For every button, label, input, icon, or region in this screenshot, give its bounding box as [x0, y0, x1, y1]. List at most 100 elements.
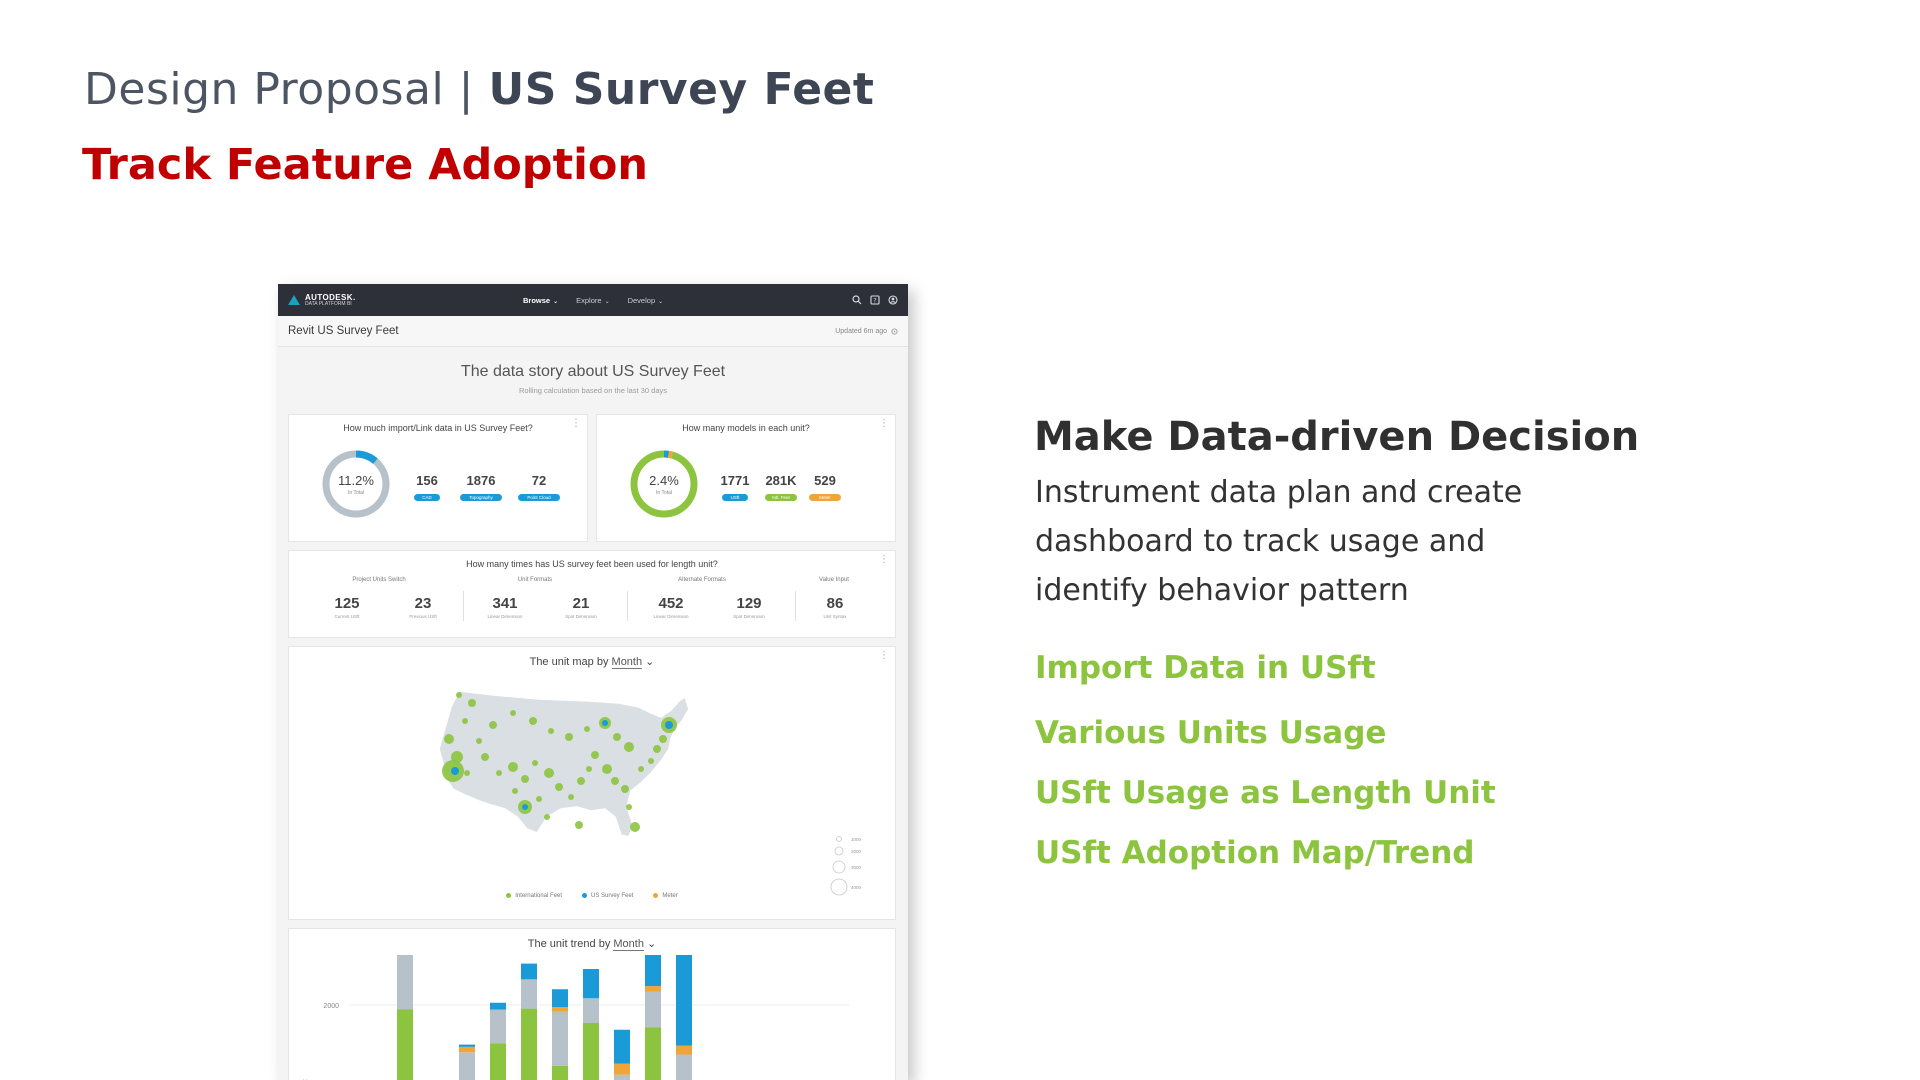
trend-bar-segment [645, 991, 661, 1028]
trend-card: The unit trend by Month ⌄ 2000ID Count [288, 928, 896, 1080]
group-alternate-formats: Alternate Formats [637, 577, 767, 583]
map-bubble [565, 733, 573, 741]
feature-length-unit: USft Usage as Length Unit [1035, 775, 1496, 811]
map-bubble [638, 766, 644, 772]
trend-period-dropdown[interactable]: Month [613, 938, 644, 951]
map-bubble [451, 751, 463, 763]
map-bubble [451, 767, 459, 775]
lu-label: Linear Dimension [653, 614, 689, 619]
divider [627, 591, 628, 621]
group-title: Project Units Switch [352, 577, 406, 583]
lu-value-unit-syntax: 86 Unit Syntax [805, 595, 865, 619]
lu-value-current-usft: 125 Current USft [317, 595, 377, 619]
brand-logo[interactable]: AUTODESK. DATA PLATFORM BI [288, 293, 356, 307]
map-bubble [568, 794, 574, 800]
more-options-icon[interactable]: ⋮ [571, 418, 581, 429]
trend-card-title: The unit trend by Month ⌄ [289, 937, 895, 951]
trend-bar-segment [552, 1065, 568, 1080]
size-legend-label: 1000 [851, 837, 862, 842]
import-metric-value: 72 [531, 473, 547, 488]
models-metric-value: 1771 [720, 473, 750, 488]
chevron-down-icon[interactable]: ⌄ [642, 656, 655, 668]
legend-item: International Feet [506, 892, 562, 899]
nav-explore[interactable]: Explore ⌄ [576, 296, 609, 305]
help-icon[interactable]: ? [870, 295, 880, 305]
chevron-down-icon[interactable]: ⌄ [643, 938, 657, 950]
import-metric-pill: Topography [460, 494, 502, 501]
size-legend-bubble [836, 836, 842, 842]
map-bubble [496, 770, 502, 776]
legend-label: International Feet [515, 893, 562, 899]
models-metric-pill: Intl. Feet [765, 494, 797, 501]
map-bubble [659, 735, 667, 743]
legend-item: Meter [653, 892, 678, 899]
map-bubble [476, 738, 482, 744]
map-bubble [621, 785, 629, 793]
nav-browse[interactable]: Browse ⌄ [523, 296, 558, 305]
trend-title-prefix: The unit trend by [527, 938, 614, 950]
trend-bar-segment [521, 1008, 537, 1080]
story-subtitle: Rolling calculation based on the last 30… [518, 386, 667, 395]
map-period-dropdown[interactable]: Month [611, 656, 643, 669]
feature-units-usage: Various Units Usage [1035, 715, 1387, 751]
nav-develop[interactable]: Develop ⌄ [628, 296, 664, 305]
lu-value-spot-dimension: 21 Spot Dimension [551, 595, 611, 619]
map-card: The unit map by Month ⌄ ⋮ 1000 2000 3000 40… [288, 646, 896, 920]
svg-text:?: ? [873, 297, 876, 305]
map-bubble [532, 760, 538, 766]
refresh-icon[interactable] [891, 327, 898, 335]
lu-value: 129 [736, 595, 762, 612]
group-project-units-switch: Project Units Switch [319, 577, 439, 583]
more-options-icon[interactable]: ⋮ [879, 650, 889, 661]
map-bubble [602, 720, 608, 726]
slide-title-regular: Design Proposal | [84, 64, 489, 115]
group-unit-formats: Unit Formats [475, 577, 595, 583]
lu-value: 341 [492, 595, 518, 612]
donut-segment [630, 450, 698, 518]
map-bubble [648, 758, 654, 764]
models-metric-usft: 1771 USft [711, 473, 759, 506]
models-card-title: How many models in each unit? [682, 423, 810, 433]
search-icon[interactable] [852, 295, 862, 305]
import-metric-value: 156 [416, 473, 438, 488]
map-bubble [555, 783, 563, 791]
map-bubble [444, 734, 454, 744]
lu-label: Previous USft [409, 614, 437, 619]
legend-swatch [506, 892, 512, 898]
more-options-icon[interactable]: ⋮ [879, 418, 889, 429]
trend-bar-segment [645, 986, 661, 992]
map-bubble [548, 728, 554, 734]
lu-value: 86 [826, 595, 844, 612]
models-card: How many models in each unit? ⋮ 2.4% In … [596, 414, 896, 542]
trend-bar-segment [459, 1052, 475, 1080]
models-metric-pill: Meter [809, 494, 841, 501]
legend-item: US Survey Feet [582, 892, 633, 899]
trend-bar-segment [614, 1074, 630, 1080]
more-options-icon[interactable]: ⋮ [879, 554, 889, 565]
trend-bar-segment [645, 955, 661, 987]
updated-status: Updated 6m ago [835, 328, 898, 335]
group-title: Unit Formats [517, 577, 553, 583]
slide-title-bold: US Survey Feet [488, 64, 875, 115]
map-bubble [626, 804, 632, 810]
trend-bar-segment [459, 1046, 475, 1053]
models-donut-pct: 2.4% [649, 472, 679, 488]
lu-label: Current USft [334, 614, 360, 619]
map-bubble [462, 718, 468, 724]
trend-bar-segment [490, 1043, 506, 1080]
models-donut-chart [630, 450, 698, 518]
nav-explore-label: Explore [576, 295, 602, 305]
user-icon[interactable] [888, 295, 898, 305]
map-bubble [512, 788, 518, 794]
models-donut: 2.4% In Total [627, 447, 701, 521]
feature-adoption-map: USft Adoption Map/Trend [1035, 835, 1475, 871]
y-tick-label: 2000 [323, 1003, 339, 1010]
map-bubble [481, 753, 489, 761]
group-title: Value Input [819, 577, 849, 583]
map-bubble [611, 777, 619, 785]
updated-text: Updated 6m ago [835, 327, 887, 335]
lu-label: Spot Dimension [565, 614, 597, 619]
map-bubble [544, 814, 550, 820]
page-name: Revit US Survey Feet [288, 325, 399, 337]
models-donut-label: In Total [655, 489, 673, 496]
